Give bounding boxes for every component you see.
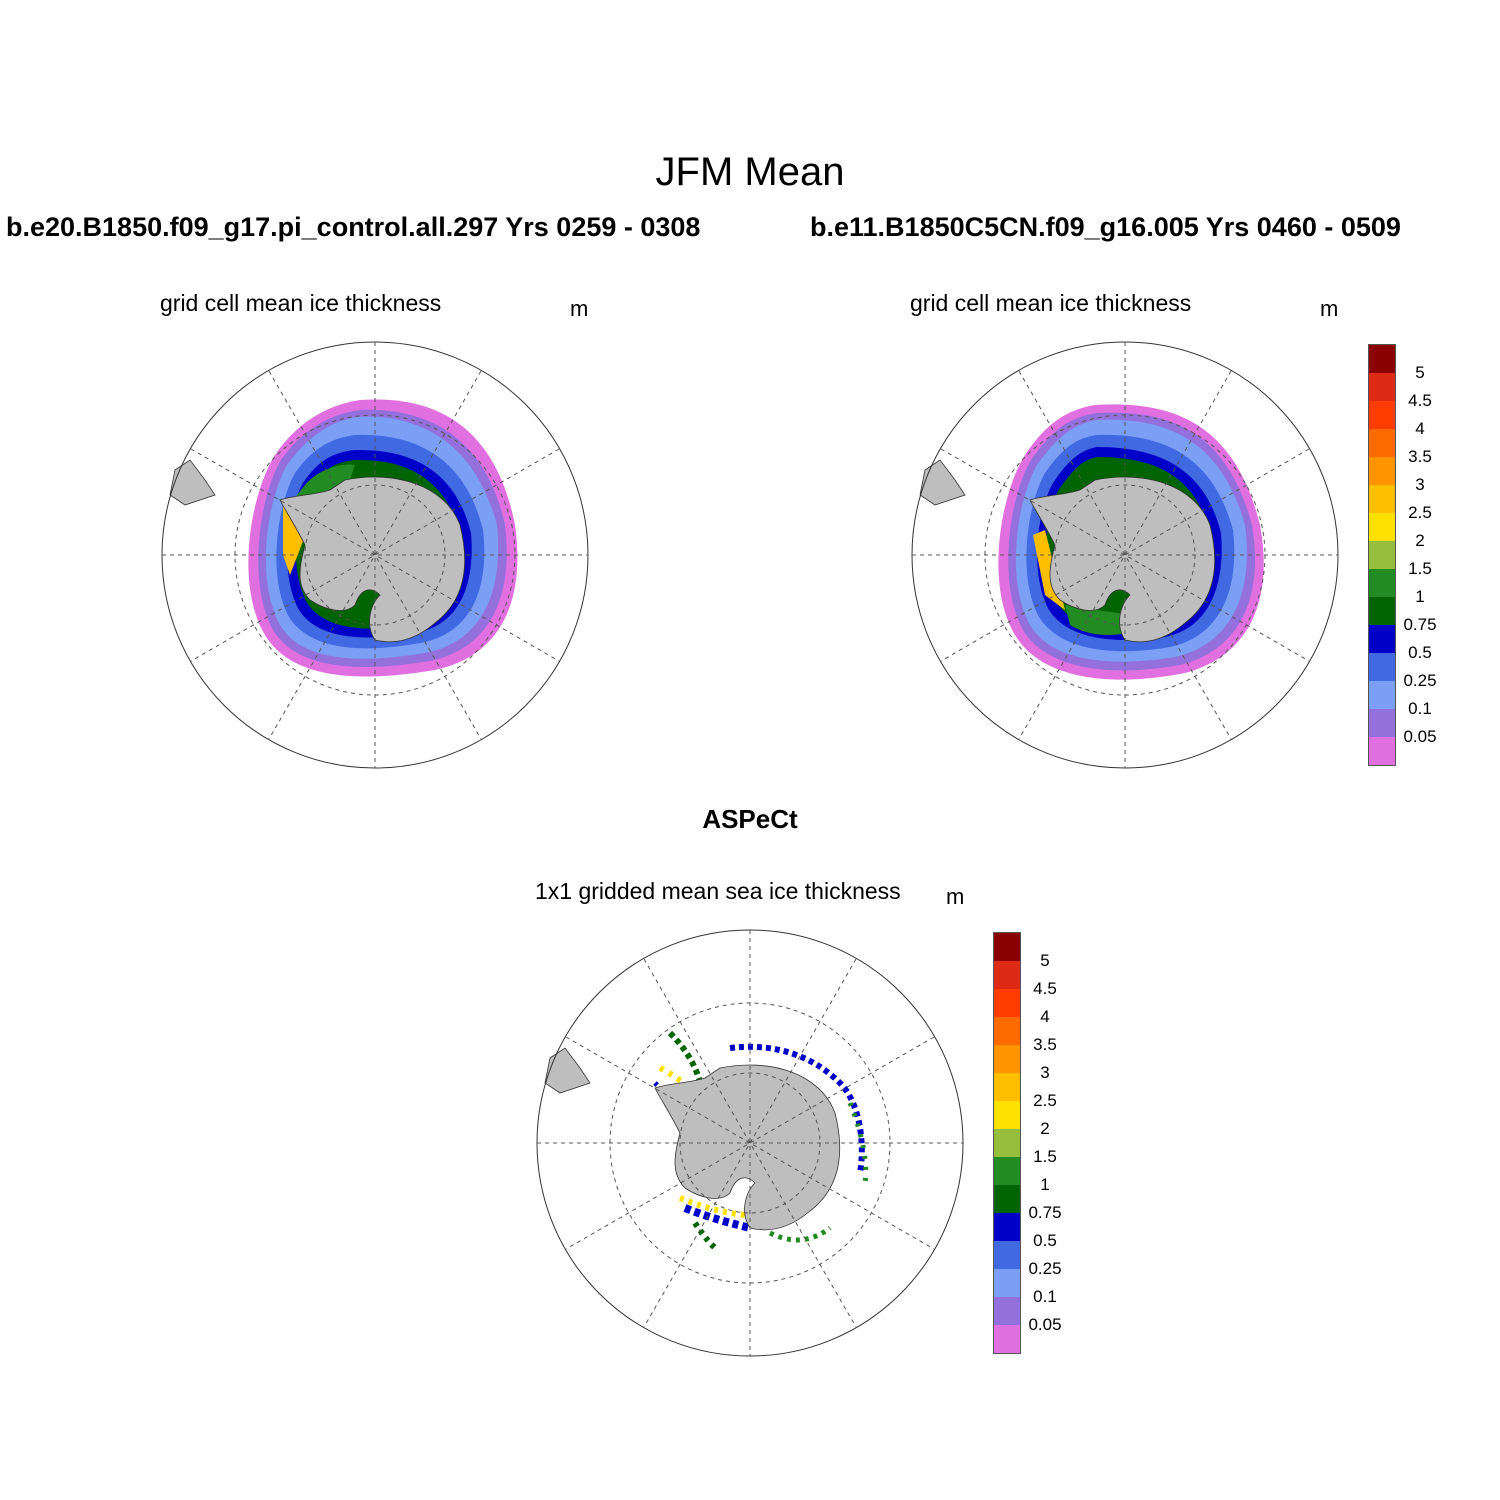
colorbar-segment — [994, 1073, 1020, 1101]
colorbar-segment — [994, 1045, 1020, 1073]
colorbar-segment — [1369, 597, 1395, 625]
colorbar-segment — [1369, 541, 1395, 569]
colorbar-label: 3.5 — [1033, 1035, 1057, 1054]
colorbar-label: 5 — [1040, 951, 1050, 970]
colorbar-segment — [1369, 737, 1395, 765]
colorbar-label: 0.75 — [1403, 615, 1437, 634]
figure-title: JFM Mean — [655, 150, 845, 194]
colorbar-segment — [994, 961, 1020, 989]
colorbar-label: 0.75 — [1028, 1203, 1062, 1222]
units-right: m — [1320, 296, 1339, 321]
obs-track-amundsen — [768, 1225, 832, 1243]
colorbar-segment — [994, 1297, 1020, 1325]
colorbar-segment — [994, 989, 1020, 1017]
colorbar-segment — [994, 1269, 1020, 1297]
colorbar-segment — [1369, 345, 1395, 373]
colorbar-segment — [1369, 457, 1395, 485]
colorbar-segment — [994, 1241, 1020, 1269]
colorbar-label: 1.5 — [1033, 1147, 1057, 1166]
colorbar-segment — [994, 1325, 1020, 1353]
colorbar-label: 5 — [1415, 363, 1425, 382]
south-america-land — [919, 459, 966, 506]
aspect-title: ASPeCt — [702, 804, 798, 834]
colorbar-segment — [1369, 401, 1395, 429]
units-bottom: m — [946, 884, 965, 909]
colorbar-label: 1 — [1040, 1175, 1050, 1194]
colorbar-label: 0.5 — [1033, 1231, 1057, 1250]
graticule — [536, 929, 964, 1357]
colorbar-segment — [1369, 513, 1395, 541]
colorbar-segment — [1369, 373, 1395, 401]
graticule — [161, 341, 589, 769]
polar-map-left — [161, 341, 589, 769]
colorbar-label: 4 — [1415, 419, 1425, 438]
colorbar-label: 4 — [1040, 1007, 1050, 1026]
colorbar-label: 0.5 — [1408, 643, 1432, 662]
colorbar-segment — [1369, 569, 1395, 597]
colorbar-segment — [1369, 485, 1395, 513]
south-america-land — [544, 1047, 591, 1094]
colorbar-label: 1 — [1415, 587, 1425, 606]
colorbar-label: 2 — [1040, 1119, 1050, 1138]
colorbar-label: 2.5 — [1033, 1091, 1057, 1110]
obs-track-east-2 — [847, 1102, 869, 1184]
colorbar-segment — [1369, 653, 1395, 681]
colorbar-segment — [994, 1213, 1020, 1241]
subtitle-bottom: 1x1 gridded mean sea ice thickness — [535, 878, 901, 904]
case-title-right: b.e11.B1850C5CN.f09_g16.005 Yrs 0460 - 0… — [810, 212, 1401, 242]
colorbar-segment — [994, 1017, 1020, 1045]
colorbar-label: 0.25 — [1403, 671, 1437, 690]
colorbar-label: 3 — [1415, 475, 1425, 494]
subtitle-right: grid cell mean ice thickness — [910, 290, 1192, 316]
polar-map-aspect — [536, 929, 964, 1357]
obs-track-ross-3 — [692, 1221, 718, 1251]
units-left: m — [570, 296, 589, 321]
colorbar-label: 0.1 — [1408, 699, 1432, 718]
colorbar-label: 0.05 — [1028, 1315, 1062, 1334]
obs-track-ross-2 — [678, 1195, 746, 1218]
graticule — [911, 341, 1339, 769]
colorbar-segment — [1369, 709, 1395, 737]
colorbar-segment — [1369, 429, 1395, 457]
subtitle-left: grid cell mean ice thickness — [160, 290, 442, 316]
colorbar-segment — [994, 1157, 1020, 1185]
colorbar-label: 3 — [1040, 1063, 1050, 1082]
colorbar-top — [1368, 344, 1396, 766]
colorbar-segment — [994, 1185, 1020, 1213]
colorbar-bottom — [993, 932, 1021, 1354]
colorbar-label: 1.5 — [1408, 559, 1432, 578]
colorbar-label: 0.25 — [1028, 1259, 1062, 1278]
colorbar-segment — [994, 1129, 1020, 1157]
colorbar-label: 4.5 — [1033, 979, 1057, 998]
colorbar-label: 2 — [1415, 531, 1425, 550]
colorbar-segment — [1369, 681, 1395, 709]
obs-track-east — [729, 1043, 865, 1174]
colorbar-label: 0.1 — [1033, 1287, 1057, 1306]
colorbar-label: 0.05 — [1403, 727, 1437, 746]
colorbar-label: 3.5 — [1408, 447, 1432, 466]
colorbar-label: 4.5 — [1408, 391, 1432, 410]
colorbar-segment — [994, 1101, 1020, 1129]
colorbar-segment — [1369, 625, 1395, 653]
south-america-land — [169, 459, 216, 506]
obs-track-weddell — [667, 1030, 708, 1104]
case-title-left: b.e20.B1850.f09_g17.pi_control.all.297 Y… — [6, 212, 701, 242]
polar-map-right — [911, 341, 1339, 769]
obs-track-ross — [683, 1204, 751, 1232]
colorbar-segment — [994, 933, 1020, 961]
colorbar-label: 2.5 — [1408, 503, 1432, 522]
ice-band-1.5 — [1065, 605, 1135, 635]
